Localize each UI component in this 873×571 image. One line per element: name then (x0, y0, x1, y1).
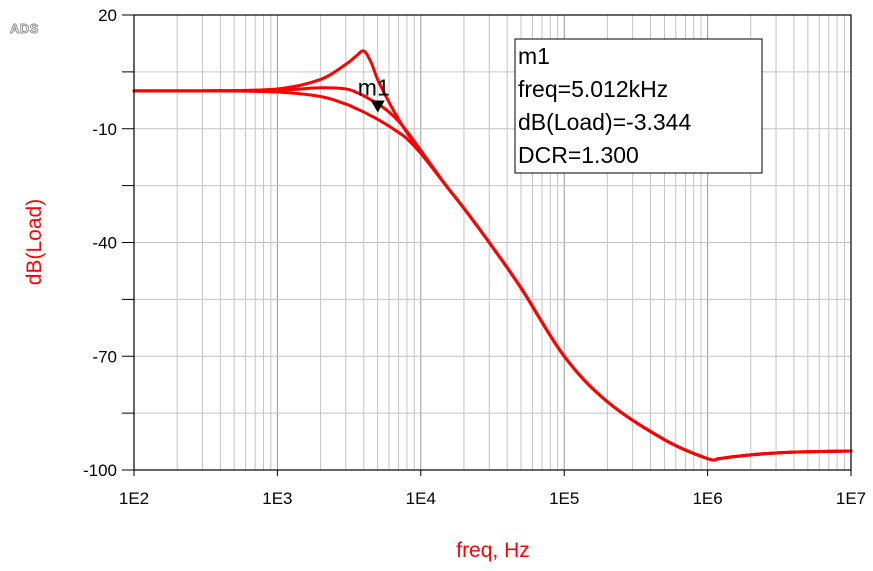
marker-readout-box (514, 38, 763, 174)
marker-triangle (370, 100, 385, 113)
y-tick-label: -40 (92, 234, 117, 253)
x-tick-label: 1E4 (406, 489, 436, 508)
marker-label: m1 (358, 75, 390, 101)
marker-readout-freq: freq=5.012kHz (518, 76, 668, 102)
y-tick-label: -100 (83, 461, 117, 480)
x-tick-label: 1E6 (692, 489, 722, 508)
x-tick-label: 1E2 (119, 489, 149, 508)
plot-lines (132, 49, 853, 462)
marker-readout: m1 freq=5.012kHz dB(Load)=-3.344 DCR=1.3… (514, 38, 763, 174)
y-tick-labels: 20 -10 -40 -70 -100 (83, 6, 117, 480)
x-tick-label: 1E7 (836, 489, 866, 508)
axis-ticks (122, 14, 852, 476)
y-tick-label: -70 (92, 347, 117, 366)
marker-m1[interactable]: m1 (358, 75, 390, 113)
y-axis-title: dB(Load) (23, 199, 46, 285)
y-tick-label: -10 (92, 120, 117, 139)
x-tick-labels: 1E2 1E3 1E4 1E5 1E6 1E7 (119, 489, 866, 508)
marker-readout-value: dB(Load)=-3.344 (518, 109, 691, 135)
series-line-3 (132, 89, 853, 462)
y-tick-label: 20 (98, 6, 117, 25)
x-axis-title: freq, Hz (456, 539, 530, 562)
x-tick-label: 1E5 (549, 489, 579, 508)
marker-readout-name: m1 (518, 43, 550, 69)
marker-readout-dcr: DCR=1.300 (518, 142, 639, 168)
x-tick-label: 1E3 (262, 489, 292, 508)
ads-logo: ADS (10, 21, 39, 36)
